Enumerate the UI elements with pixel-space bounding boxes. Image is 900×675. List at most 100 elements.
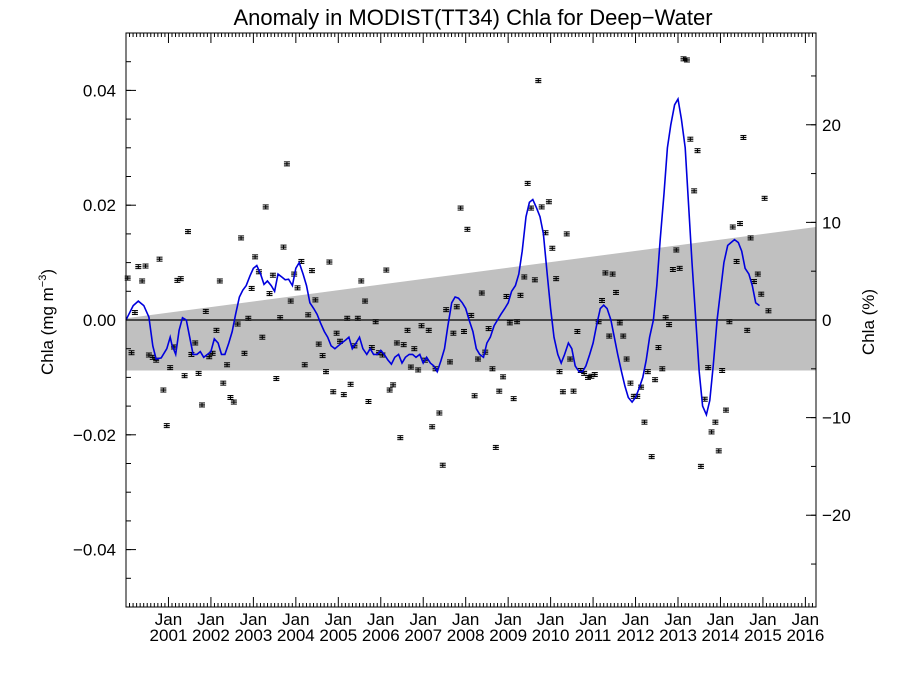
- data-point: [503, 293, 510, 299]
- x-tick-label-month: Jan: [282, 610, 309, 629]
- x-tick-label-month: Jan: [155, 610, 182, 629]
- x-tick-label-month: Jan: [622, 610, 649, 629]
- data-point: [160, 387, 167, 393]
- data-point: [510, 396, 517, 402]
- data-point: [524, 180, 531, 186]
- data-point: [305, 312, 312, 318]
- x-tick-label-year: 2001: [150, 626, 188, 645]
- data-point: [765, 308, 772, 314]
- x-tick-label-month: Jan: [749, 610, 776, 629]
- data-point: [616, 320, 623, 326]
- data-point: [609, 271, 616, 277]
- data-point: [429, 424, 436, 430]
- data-point: [623, 356, 630, 362]
- data-point: [315, 341, 322, 347]
- x-tick-label-year: 2013: [659, 626, 697, 645]
- data-point: [390, 382, 397, 388]
- data-point: [591, 372, 598, 378]
- x-tick-label-month: Jan: [537, 610, 564, 629]
- data-point: [277, 315, 284, 321]
- data-point: [139, 278, 146, 284]
- data-point: [227, 394, 234, 400]
- data-point: [312, 297, 319, 303]
- data-point: [347, 381, 354, 387]
- data-point: [584, 374, 591, 380]
- x-tick-label-year: 2003: [234, 626, 272, 645]
- data-point: [259, 334, 266, 340]
- data-point: [460, 328, 467, 334]
- data-point: [404, 327, 411, 333]
- data-point: [506, 320, 513, 326]
- data-point: [687, 136, 694, 142]
- data-point: [556, 369, 563, 375]
- data-point: [418, 323, 425, 329]
- x-tick-label-year: 2008: [447, 626, 485, 645]
- data-point: [553, 276, 560, 282]
- y2-tick-label: −20: [822, 506, 851, 525]
- x-tick-label-year: 2010: [532, 626, 570, 645]
- data-point: [340, 392, 347, 398]
- y-tick-label: 0.02: [83, 196, 116, 215]
- data-point: [708, 429, 715, 435]
- data-point: [662, 315, 669, 321]
- x-tick-label-month: Jan: [325, 610, 352, 629]
- data-point: [620, 333, 627, 339]
- data-point: [694, 148, 701, 154]
- data-point: [570, 388, 577, 394]
- data-point: [655, 345, 662, 351]
- x-tick-label-month: Jan: [707, 610, 734, 629]
- data-point: [521, 274, 528, 280]
- x-tick-label-year: 2015: [744, 626, 782, 645]
- data-point: [736, 221, 743, 227]
- data-point: [322, 369, 329, 375]
- x-tick-label-year: 2002: [192, 626, 230, 645]
- x-tick-label-year: 2005: [319, 626, 357, 645]
- y-tick-label: 0.04: [83, 81, 116, 100]
- chart-title: Anomaly in MODIST(TT34) Chla for Deep−Wa…: [233, 5, 712, 30]
- x-tick-label-year: 2016: [786, 626, 824, 645]
- data-point: [326, 259, 333, 265]
- x-tick-label-month: Jan: [494, 610, 521, 629]
- data-point: [669, 266, 676, 272]
- data-point: [729, 224, 736, 230]
- data-point: [177, 276, 184, 282]
- data-point: [330, 389, 337, 395]
- x-tick-label-year: 2007: [404, 626, 442, 645]
- data-point: [269, 272, 276, 278]
- data-point: [273, 376, 280, 382]
- data-point: [192, 340, 199, 346]
- data-point: [252, 254, 259, 260]
- ticks-layer: 0.040.020.00−0.02−0.0420100−10−20Jan2001…: [73, 32, 851, 645]
- data-point: [145, 352, 152, 358]
- data-point: [726, 319, 733, 325]
- data-point: [280, 244, 287, 250]
- y2-tick-label: −10: [822, 409, 851, 428]
- data-point: [478, 290, 485, 296]
- data-point: [372, 319, 379, 325]
- x-tick-label-year: 2014: [702, 626, 740, 645]
- data-point: [400, 342, 407, 348]
- running-mean-layer: [125, 96, 760, 418]
- data-point: [216, 278, 223, 284]
- data-point: [131, 310, 138, 316]
- data-point: [517, 292, 524, 298]
- data-point: [559, 389, 566, 395]
- data-point: [563, 231, 570, 237]
- y2-tick-label: 20: [822, 116, 841, 135]
- data-point: [697, 463, 704, 469]
- x-tick-label-month: Jan: [664, 610, 691, 629]
- data-point: [535, 78, 542, 84]
- data-point: [754, 271, 761, 277]
- x-tick-label-month: Jan: [240, 610, 267, 629]
- data-point: [500, 374, 507, 380]
- data-point: [450, 330, 457, 336]
- data-point: [230, 399, 237, 405]
- data-point: [528, 205, 535, 211]
- data-point: [262, 204, 269, 210]
- data-point: [545, 199, 552, 205]
- data-point: [156, 256, 163, 262]
- data-point: [715, 448, 722, 454]
- data-point: [680, 56, 687, 62]
- x-tick-label-year: 2004: [277, 626, 315, 645]
- data-point: [163, 423, 170, 429]
